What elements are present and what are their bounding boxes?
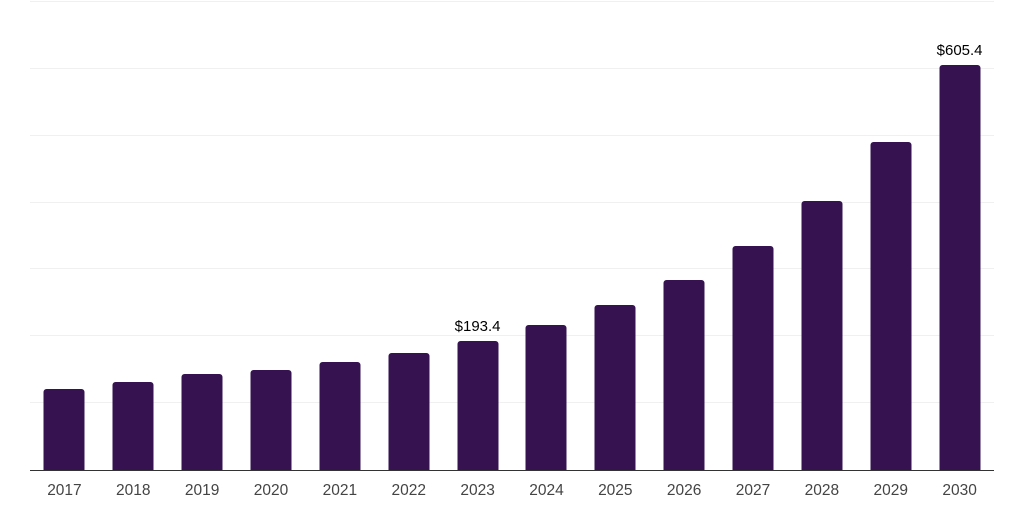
bar-slot (512, 2, 581, 470)
bar-slot (719, 2, 788, 470)
bar-2020 (250, 369, 292, 470)
x-tick-label-2021: 2021 (322, 482, 358, 499)
plot-area: $193.4 $605.4 (30, 1, 994, 471)
bar-2026 (663, 279, 705, 470)
gridline (30, 335, 994, 337)
bar-2023 (457, 340, 499, 470)
bar-2029 (870, 142, 912, 470)
gridline (30, 201, 994, 203)
bars-row: $193.4 $605.4 (30, 2, 994, 470)
bar-slot (30, 2, 99, 470)
bar-2025 (594, 304, 636, 470)
x-axis-line (30, 469, 994, 471)
bar-2030 (939, 65, 981, 470)
x-tick-label-2029: 2029 (873, 482, 908, 499)
bar-slot (374, 2, 443, 470)
x-tick-label-2027: 2027 (735, 482, 771, 499)
bar-2018 (112, 381, 154, 470)
bar-slot (581, 2, 650, 470)
x-tick-label-2024: 2024 (529, 482, 564, 499)
bar-slot (856, 2, 925, 470)
gridline (30, 402, 994, 404)
x-tick-label-2017: 2017 (47, 482, 82, 499)
bar-slot (237, 2, 306, 470)
bar-slot: $605.4 (925, 2, 994, 470)
x-tick-label-2025: 2025 (598, 482, 633, 499)
x-tick-label-2026: 2026 (666, 482, 702, 499)
x-tick-label-2028: 2028 (804, 482, 840, 499)
gridline (30, 67, 994, 69)
bar-slot (99, 2, 168, 470)
x-axis-labels: 2017 2018 2019 2020 2021 2022 2023 2024 2025 2026… (30, 482, 994, 500)
x-tick-label-2018: 2018 (116, 482, 151, 499)
bar-2027 (732, 245, 774, 470)
bar-value-label-2023: $193.4 (454, 317, 501, 335)
bar-2021 (319, 362, 361, 470)
gridline (30, 268, 994, 270)
bar-2017 (43, 388, 85, 470)
bar-2019 (181, 374, 223, 470)
bar-2022 (388, 353, 430, 470)
bar-slot (305, 2, 374, 470)
bar-2028 (801, 201, 843, 470)
bar-slot: $193.4 (443, 2, 512, 470)
x-tick-label-2019: 2019 (184, 482, 220, 499)
bar-value-label-2030: $605.4 (936, 42, 983, 60)
gridline (30, 134, 994, 136)
x-tick-label-2030: 2030 (942, 482, 977, 499)
gridline (30, 1, 994, 2)
x-tick-label-2020: 2020 (253, 482, 289, 499)
bar-slot (787, 2, 856, 470)
bar-2024 (525, 324, 567, 470)
bar-slot (168, 2, 237, 470)
x-tick-label-2022: 2022 (391, 482, 426, 499)
bar-slot (650, 2, 719, 470)
x-tick-label-2023: 2023 (460, 482, 495, 499)
